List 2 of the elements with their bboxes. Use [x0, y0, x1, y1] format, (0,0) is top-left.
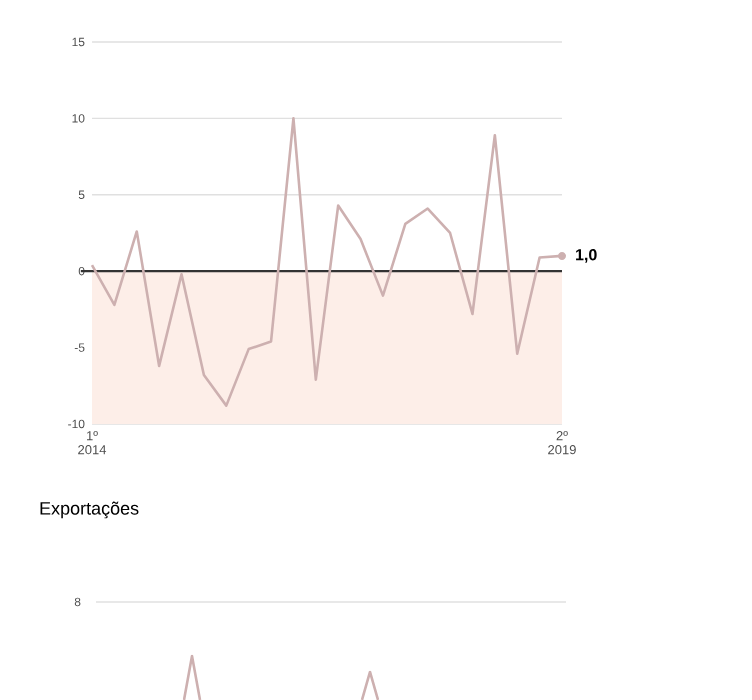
data-label: 1,0 [576, 249, 597, 263]
text: Exportações [40, 501, 139, 519]
